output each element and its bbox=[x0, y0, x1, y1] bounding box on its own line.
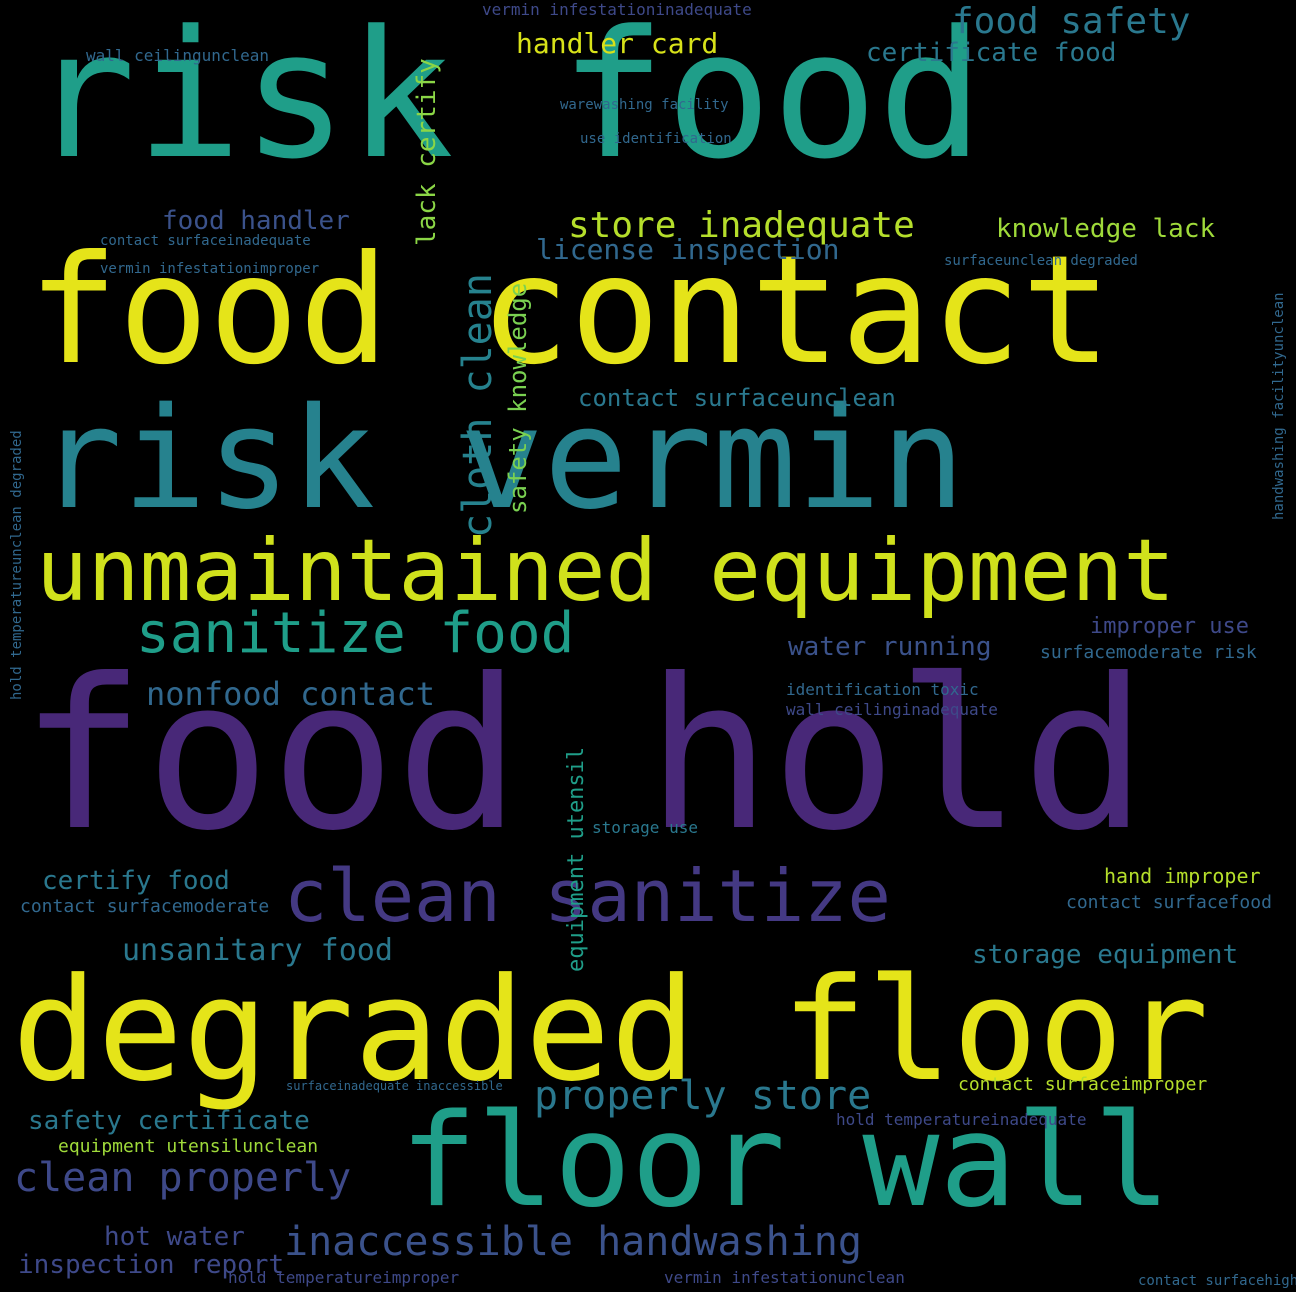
word-safety-certificate: safety certificate bbox=[28, 1106, 310, 1136]
word-vermin-infestationinadequate: vermin infestationinadequate bbox=[482, 0, 752, 19]
word-storage-use: storage use bbox=[592, 818, 698, 837]
word-inspection-report: inspection report bbox=[18, 1250, 285, 1280]
word-risk-food: risk food bbox=[30, 0, 984, 198]
word-unsanitary-food: unsanitary food bbox=[122, 933, 393, 968]
word-warewashing-facility: warewashing facility bbox=[560, 97, 729, 113]
word-equipment-utensil: equipment utensil bbox=[564, 746, 589, 972]
word-knowledge-lack: knowledge lack bbox=[996, 214, 1216, 244]
word-certificate-food: certificate food bbox=[866, 38, 1117, 68]
word-contact-surfaceimproper: contact surfaceimproper bbox=[958, 1074, 1208, 1095]
word-nonfood-contact: nonfood contact bbox=[146, 675, 435, 713]
word-store-inadequate: store inadequate bbox=[568, 205, 915, 246]
word-food-hold: food hold bbox=[20, 635, 1148, 877]
word-contact-surfacefood: contact surfacefood bbox=[1066, 892, 1272, 913]
word-certify-food: certify food bbox=[42, 866, 230, 896]
word-food-handler: food handler bbox=[162, 206, 350, 236]
word-unmaintained-equipment: unmaintained equipment bbox=[36, 521, 1176, 621]
word-surfacemoderate-risk: surfacemoderate risk bbox=[1040, 642, 1257, 663]
word-food-safety: food safety bbox=[952, 1, 1191, 42]
word-risk-vermin: risk vermin bbox=[38, 378, 966, 541]
word-handwashing-facilityunclean: handwashing facilityunclean bbox=[1271, 292, 1287, 520]
word-hot-water: hot water bbox=[104, 1222, 245, 1252]
word-inaccessible-handwashing: inaccessible handwashing bbox=[284, 1219, 862, 1265]
word-contact-surfacehigh: contact surfacehigh bbox=[1138, 1273, 1296, 1289]
word-improper-use: improper use bbox=[1090, 614, 1249, 639]
word-surfaceinadequate-inaccessible: surfaceinadequate inaccessible bbox=[286, 1079, 503, 1093]
word-contact-surfaceunclean: contact surfaceunclean bbox=[578, 384, 896, 412]
word-vermin-infestationimproper: vermin infestationimproper bbox=[100, 261, 320, 277]
word-license-inspection: license inspection bbox=[536, 233, 840, 266]
word-contact-surfacemoderate: contact surfacemoderate bbox=[20, 896, 270, 917]
word-contact-surfaceinadequate: contact surfaceinadequate bbox=[100, 233, 311, 249]
word-wall-ceilingunclean: wall ceilingunclean bbox=[86, 46, 270, 65]
word-storage-equipment: storage equipment bbox=[972, 940, 1239, 970]
word-properly-store: properly store bbox=[534, 1073, 872, 1119]
word-floor-wall: floor wall bbox=[400, 1087, 1171, 1236]
word-handler-card: handler card bbox=[516, 27, 719, 60]
word-hold-temperatureinadequate: hold temperatureinadequate bbox=[836, 1110, 1087, 1129]
word-safety-knowledge: safety knowledge bbox=[504, 282, 532, 514]
word-vermin-infestationunclean: vermin infestationunclean bbox=[664, 1268, 905, 1287]
word-wall-ceilinginadequate: wall ceilinginadequate bbox=[786, 700, 998, 719]
word-food-contact: food contact bbox=[28, 224, 1112, 398]
word-use-identification: use identification bbox=[580, 131, 732, 147]
word-hold-temperatureunclean-degraded: hold temperatureunclean degraded bbox=[9, 430, 25, 700]
word-clean-properly: clean properly bbox=[14, 1155, 352, 1201]
word-hand-improper: hand improper bbox=[1104, 864, 1261, 888]
word-lack-certify: lack certify bbox=[412, 58, 442, 246]
word-surfaceunclean-degraded: surfaceunclean degraded bbox=[944, 253, 1138, 269]
word-equipment-utensilunclean: equipment utensilunclean bbox=[58, 1136, 319, 1157]
word-sanitize-food: sanitize food bbox=[136, 601, 575, 666]
word-hold-temperatureimproper: hold temperatureimproper bbox=[228, 1268, 460, 1287]
word-cloth-clean: cloth clean bbox=[455, 273, 501, 538]
word-identification-toxic: identification toxic bbox=[786, 680, 979, 699]
word-degraded-floor: degraded floor bbox=[12, 948, 1209, 1113]
word-clean-sanitize: clean sanitize bbox=[284, 854, 891, 938]
word-water-running: water running bbox=[788, 632, 992, 662]
